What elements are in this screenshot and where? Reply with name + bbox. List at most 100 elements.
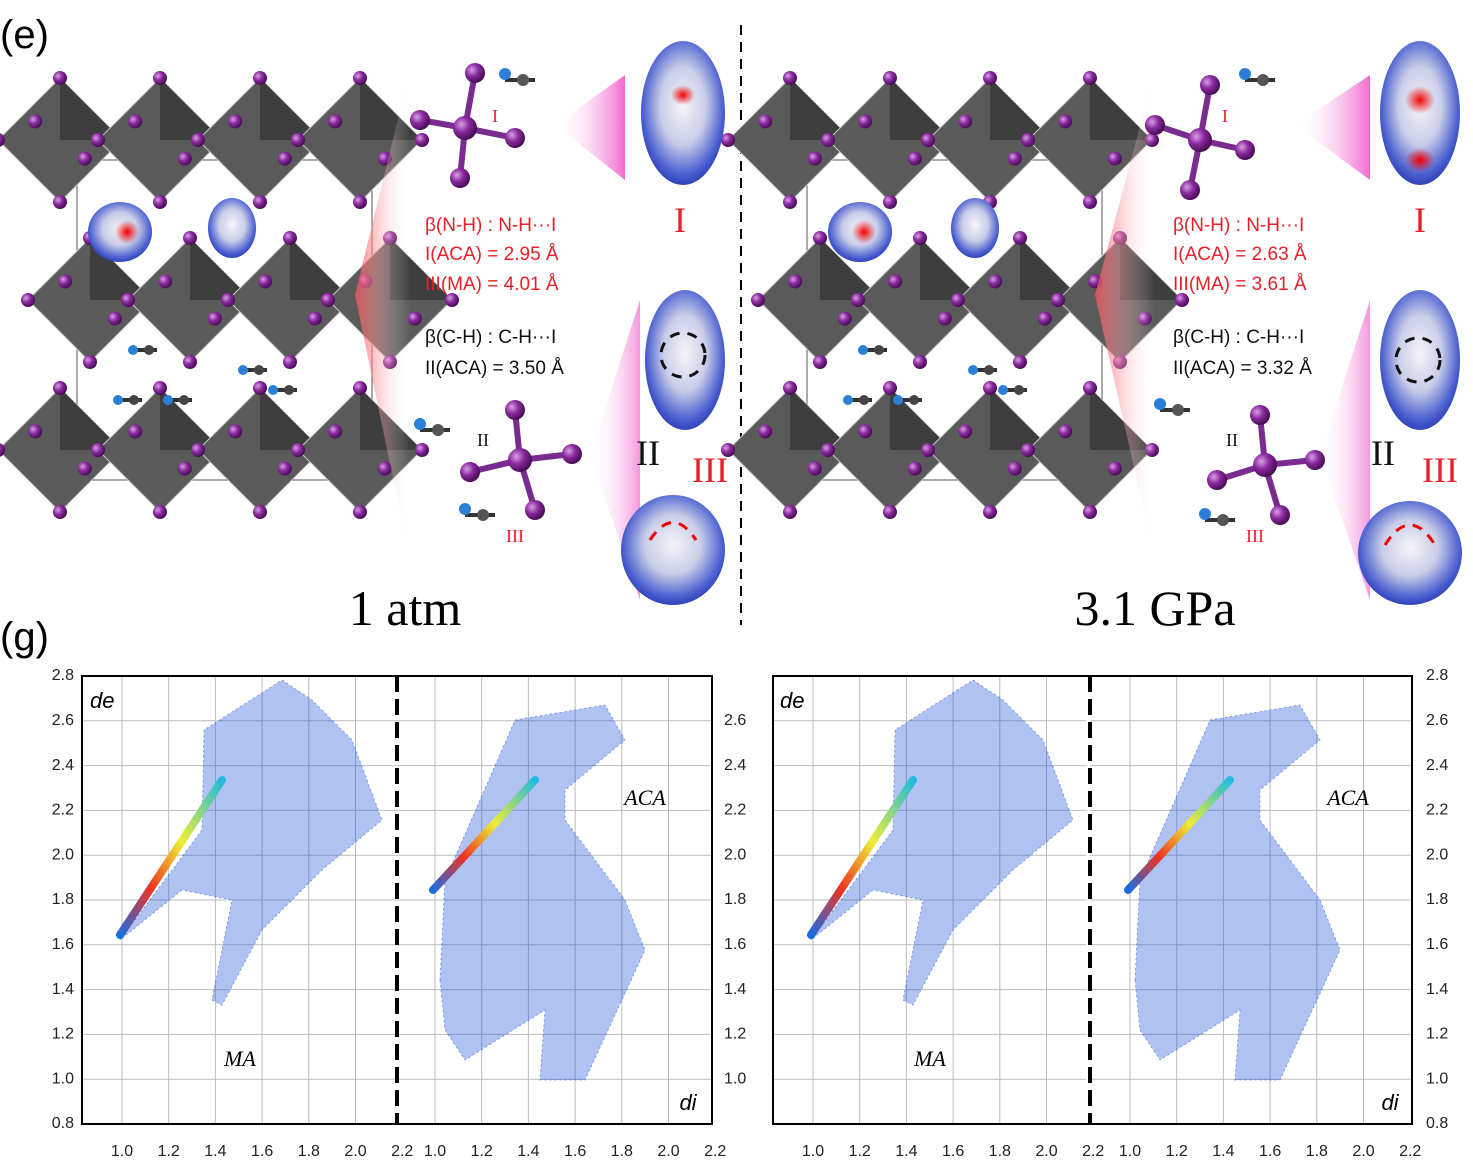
iodine-atom bbox=[1013, 355, 1027, 369]
fan bbox=[555, 75, 625, 180]
fingerprint-region bbox=[810, 679, 1074, 1006]
fingerprint-spike bbox=[807, 776, 917, 939]
octahedron-face bbox=[790, 388, 852, 450]
iodine-atom bbox=[1058, 114, 1073, 129]
atom bbox=[1257, 74, 1269, 86]
x-tick-label: 1.8 bbox=[298, 1143, 320, 1160]
atom bbox=[1154, 398, 1166, 410]
iodine-atom bbox=[253, 195, 267, 209]
iodine-atom bbox=[783, 505, 797, 519]
iodine-atom bbox=[758, 424, 773, 439]
site-label: II bbox=[1371, 433, 1395, 473]
x-tick-label: 2.0 bbox=[657, 1143, 679, 1160]
iodine-atom bbox=[121, 293, 135, 307]
x-tick-label: 1.0 bbox=[424, 1143, 446, 1160]
iodine-atom bbox=[107, 311, 122, 326]
octahedron-face bbox=[990, 388, 1052, 450]
site-label: III bbox=[1422, 450, 1458, 490]
axis-label: de bbox=[780, 688, 804, 713]
y-tick-label: 2.4 bbox=[724, 757, 746, 774]
fragments bbox=[410, 63, 1325, 526]
octahedron-face bbox=[920, 238, 982, 300]
fan bbox=[1095, 70, 1155, 560]
fan bbox=[1295, 75, 1370, 180]
atom bbox=[893, 395, 903, 405]
iodine-atom bbox=[1051, 293, 1065, 307]
octahedron-face bbox=[60, 388, 122, 450]
iodine-atom bbox=[1058, 424, 1073, 439]
x-tick-label: 2.2 bbox=[704, 1143, 726, 1160]
fingerprint-spike bbox=[116, 776, 226, 939]
atom bbox=[984, 365, 994, 375]
atom bbox=[1172, 404, 1184, 416]
distance: II(ACA) = 3.50 Å bbox=[425, 358, 564, 379]
x-tick-label: 1.0 bbox=[802, 1143, 824, 1160]
x-tick-label: 1.8 bbox=[989, 1143, 1011, 1160]
iodine-atom bbox=[207, 311, 222, 326]
iodine-atom bbox=[1021, 133, 1035, 147]
x-tick-label: 2.0 bbox=[344, 1143, 366, 1160]
iodine-atom bbox=[921, 443, 935, 457]
iodine-atom bbox=[721, 133, 735, 147]
atom bbox=[968, 365, 978, 375]
atom bbox=[909, 395, 919, 405]
iodine-atom bbox=[913, 355, 927, 369]
atom bbox=[1199, 508, 1211, 520]
atom bbox=[1217, 514, 1229, 526]
site-label: II bbox=[477, 430, 489, 450]
distance: II(ACA) = 3.32 Å bbox=[1173, 358, 1312, 379]
y-tick-label: 2.6 bbox=[724, 712, 746, 729]
fingerprint-region bbox=[1134, 704, 1341, 1081]
y-tick-label: 1.4 bbox=[52, 981, 74, 998]
x-tick-label: 1.4 bbox=[204, 1143, 226, 1160]
iodine-atom bbox=[460, 462, 480, 482]
iodine-atom bbox=[221, 293, 235, 307]
y-tick-label: 1.2 bbox=[1426, 1026, 1448, 1043]
atom bbox=[432, 424, 444, 436]
iodine-atom bbox=[128, 424, 143, 439]
iodine-atom bbox=[291, 443, 305, 457]
atom bbox=[477, 509, 489, 521]
y-tick-label: 2.0 bbox=[1426, 846, 1448, 863]
iodine-atom bbox=[91, 443, 105, 457]
atom bbox=[163, 395, 173, 405]
iodine-atom bbox=[1250, 405, 1270, 425]
y-tick-label: 2.2 bbox=[1426, 802, 1448, 819]
iodine-atom bbox=[858, 424, 873, 439]
y-tick-label: 2.2 bbox=[724, 802, 746, 819]
site-label: I bbox=[1414, 200, 1426, 240]
x-tick-label: 1.2 bbox=[158, 1143, 180, 1160]
iodine-atom bbox=[328, 114, 343, 129]
iodine-atom bbox=[1207, 470, 1227, 490]
iodine-atom bbox=[1107, 151, 1122, 166]
y-tick-label: 2.8 bbox=[52, 667, 74, 684]
iodine-atom bbox=[1235, 140, 1255, 160]
site-label: I bbox=[1222, 106, 1228, 126]
panel-label: (e) bbox=[0, 13, 49, 57]
iodine-atom bbox=[1083, 505, 1097, 519]
y-tick-label: 0.8 bbox=[52, 1115, 74, 1132]
x-tick-label: 1.6 bbox=[942, 1143, 964, 1160]
iodine-atom bbox=[445, 293, 459, 307]
atom bbox=[859, 395, 869, 405]
iodine-atom bbox=[562, 444, 582, 464]
iodine-atom bbox=[721, 443, 735, 457]
iodine-atom bbox=[525, 500, 545, 520]
iodine-atom bbox=[783, 71, 797, 85]
atom bbox=[254, 365, 264, 375]
y-tick-label: 0.8 bbox=[1426, 1115, 1448, 1132]
iodine-atom bbox=[1107, 461, 1122, 476]
site-label: II bbox=[636, 433, 660, 473]
iodine-atom bbox=[353, 71, 367, 85]
distance: III(MA) = 4.01 Å bbox=[425, 274, 559, 295]
iodine-atom bbox=[253, 505, 267, 519]
atom bbox=[1239, 68, 1251, 80]
fan bbox=[355, 70, 410, 560]
pressure: 1 atm bbox=[349, 580, 462, 636]
atom bbox=[268, 385, 278, 395]
iodine-atom bbox=[1083, 71, 1097, 85]
iodine-atom bbox=[353, 381, 367, 395]
iodine-atom bbox=[377, 461, 392, 476]
iodine-atom bbox=[291, 133, 305, 147]
iodine-atom bbox=[983, 71, 997, 85]
